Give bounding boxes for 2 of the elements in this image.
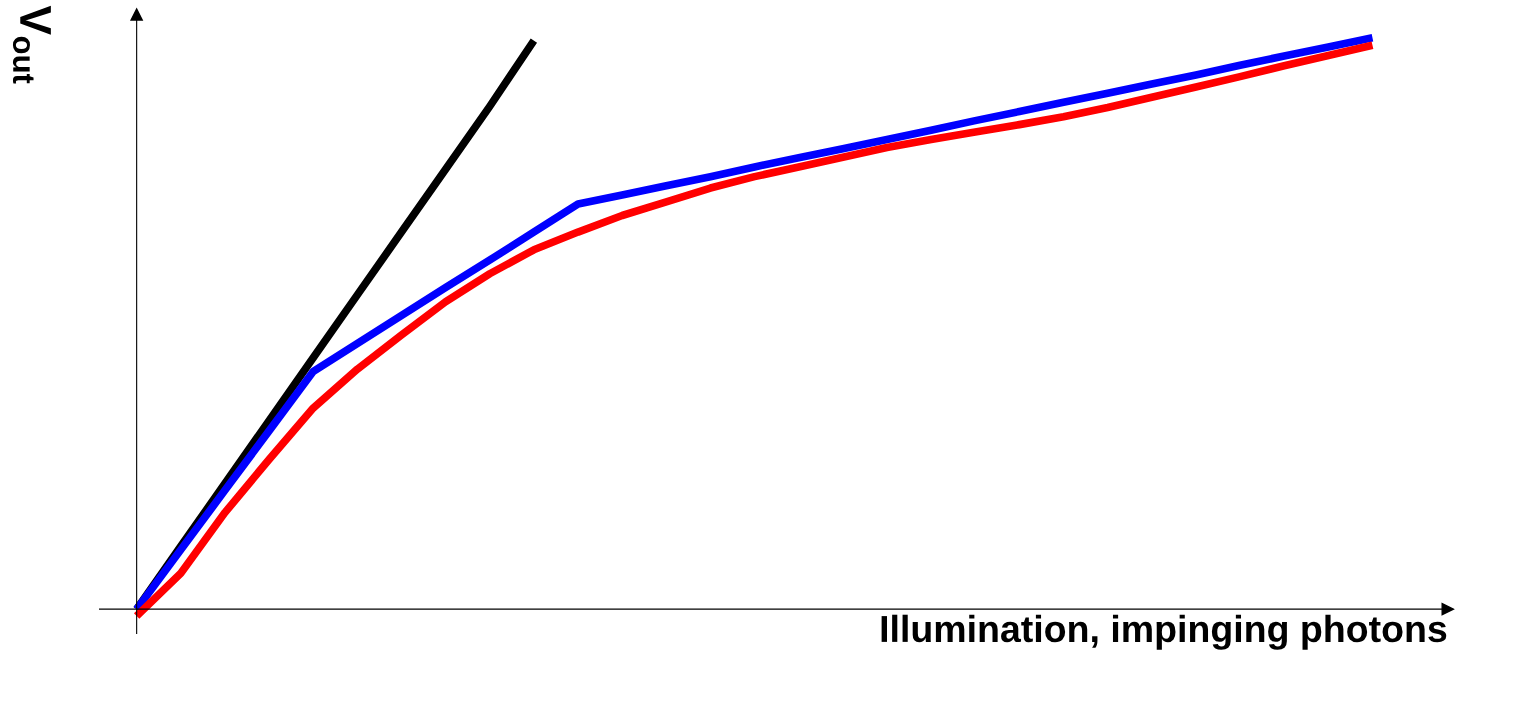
y-axis-title: V$_{out}$ xyxy=(12,5,51,84)
x-axis-title: Illumination, impinging photons xyxy=(881,614,1447,650)
